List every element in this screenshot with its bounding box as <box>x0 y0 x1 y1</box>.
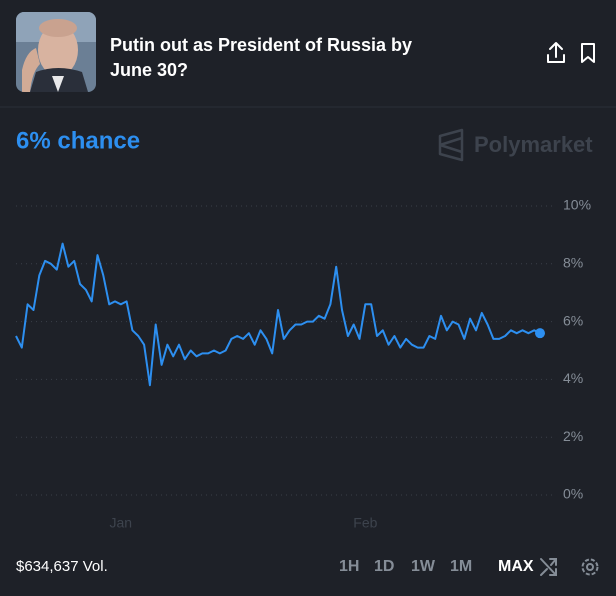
y-tick-label: 0% <box>563 486 583 502</box>
last-point <box>535 328 545 339</box>
range-button[interactable]: 1W <box>411 558 436 575</box>
chance-headline: 6% chance <box>16 127 140 154</box>
range-button[interactable]: MAX <box>498 558 534 575</box>
y-tick-label: 4% <box>563 370 583 386</box>
market-title: June 30? <box>110 60 188 80</box>
volume: $634,637 Vol. <box>16 558 108 575</box>
shuffle-icon[interactable] <box>540 558 557 576</box>
y-tick-label: 6% <box>563 312 583 328</box>
range-button[interactable]: 1M <box>450 558 472 575</box>
market-image <box>16 12 96 92</box>
price-line <box>15 242 541 387</box>
brand-logo <box>438 128 464 162</box>
y-tick-label: 8% <box>563 255 583 271</box>
settings-icon[interactable] <box>581 558 599 576</box>
bookmark-button[interactable] <box>581 43 595 63</box>
share-button[interactable] <box>547 42 565 63</box>
x-tick-label: Feb <box>353 515 377 531</box>
market-title: Putin out as President of Russia by <box>110 35 412 55</box>
range-button[interactable]: 1D <box>374 558 394 575</box>
x-tick-label: Jan <box>110 515 133 531</box>
y-tick-label: 2% <box>563 428 583 444</box>
y-tick-label: 10% <box>563 197 591 213</box>
range-button[interactable]: 1H <box>339 558 359 575</box>
brand-name: Polymarket <box>474 132 593 157</box>
